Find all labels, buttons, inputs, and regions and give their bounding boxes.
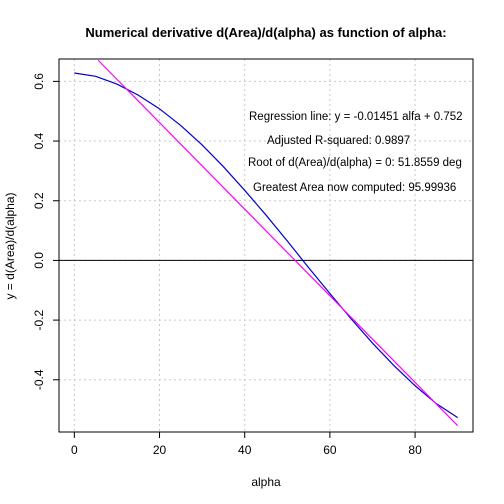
x-tick-label-2: 40	[238, 443, 252, 457]
x-tick-label-3: 60	[323, 443, 337, 457]
y-tick-label-5: 0.6	[32, 73, 46, 90]
y-tick-label-1: -0.2	[32, 309, 46, 330]
annotation-1: Adjusted R-squared: 0.9897	[267, 135, 410, 147]
annotation-2: Root of d(Area)/d(alpha) = 0: 51.8559 de…	[248, 157, 462, 169]
derivative-curve	[74, 72, 459, 419]
x-tick-label-0: 0	[71, 443, 78, 457]
plot-frame	[58, 58, 474, 433]
x-tick-label-4: 80	[408, 443, 422, 457]
y-axis-label: y = d(Area)/d(alpha)	[3, 192, 17, 299]
y-tick-label-3: 0.2	[32, 192, 46, 209]
annotation-0: Regression line: y = -0.01451 alfa + 0.7…	[249, 111, 463, 123]
x-tick-label-1: 20	[153, 443, 167, 457]
regression-line	[97, 59, 459, 427]
annotation-3: Greatest Area now computed: 95.99936	[253, 182, 456, 194]
chart-title: Numerical derivative d(Area)/d(alpha) as…	[85, 25, 446, 40]
y-tick-label-2: 0.0	[32, 252, 46, 269]
x-axis-label: alpha	[251, 475, 281, 489]
y-tick-label-0: -0.4	[32, 369, 46, 390]
plot-area: Regression line: y = -0.01451 alfa + 0.7…	[32, 58, 474, 457]
y-tick-label-4: 0.4	[32, 132, 46, 149]
